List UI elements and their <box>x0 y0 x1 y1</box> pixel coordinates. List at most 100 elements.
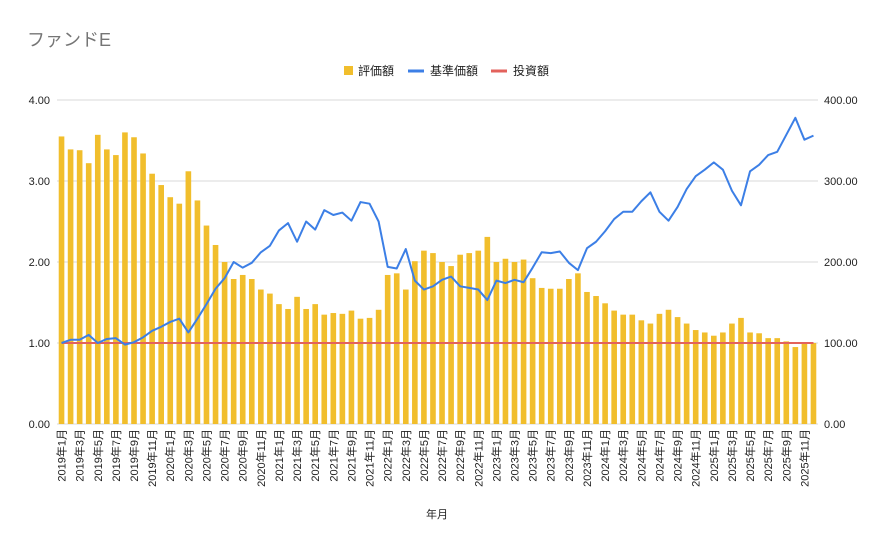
bar-valuation[interactable] <box>711 335 717 424</box>
bar-valuation[interactable] <box>538 287 545 424</box>
bar-valuation[interactable] <box>285 308 291 424</box>
x-tick-label: 2020年11月 <box>254 429 268 487</box>
x-tick-label: 2019年1月 <box>55 429 69 482</box>
bar-valuation[interactable] <box>502 258 509 424</box>
bar-valuation[interactable] <box>747 332 753 424</box>
chart-title: ファンドE <box>27 30 111 50</box>
x-tick-label: 2023年11月 <box>580 429 594 487</box>
bar-valuation[interactable] <box>85 163 92 424</box>
bar-valuation[interactable] <box>556 288 563 424</box>
bar-valuation[interactable] <box>330 313 337 424</box>
x-tick-label: 2019年9月 <box>127 429 141 482</box>
bar-valuation[interactable] <box>729 323 735 424</box>
bar-valuation[interactable] <box>774 338 781 424</box>
bar-valuation[interactable] <box>611 310 617 424</box>
x-tick-label: 2020年9月 <box>236 429 250 482</box>
x-tick-label: 2023年5月 <box>526 429 540 482</box>
bar-valuation[interactable] <box>104 149 110 424</box>
bar-valuation[interactable] <box>674 317 681 424</box>
bar-valuation[interactable] <box>76 150 83 424</box>
bar-valuation[interactable] <box>638 320 645 424</box>
bar-valuation[interactable] <box>348 310 355 424</box>
bar-valuation[interactable] <box>701 332 708 424</box>
x-tick-label: 2020年3月 <box>181 429 195 482</box>
bar-valuation[interactable] <box>629 314 636 424</box>
bar-valuation[interactable] <box>366 317 373 424</box>
bar-valuation[interactable] <box>131 137 137 424</box>
bar-valuation[interactable] <box>94 134 101 424</box>
y-left-tick-label: 3.00 <box>29 176 50 188</box>
bar-valuation[interactable] <box>792 347 799 424</box>
bar-valuation[interactable] <box>113 155 119 424</box>
bar-valuation[interactable] <box>375 309 382 424</box>
bar-valuation[interactable] <box>122 132 128 424</box>
bar-valuation[interactable] <box>167 197 174 424</box>
bar-valuation[interactable] <box>810 343 817 424</box>
bar-valuation[interactable] <box>448 266 454 424</box>
x-tick-label: 2020年7月 <box>218 429 232 482</box>
bar-valuation[interactable] <box>756 333 762 424</box>
x-tick-label: 2019年5月 <box>91 429 105 482</box>
bar-valuation[interactable] <box>566 279 572 424</box>
bar-valuation[interactable] <box>140 153 146 424</box>
bar-valuation[interactable] <box>720 332 726 424</box>
x-tick-label: 2025年7月 <box>761 429 775 482</box>
bar-valuation[interactable] <box>421 250 427 424</box>
x-tick-label: 2024年7月 <box>652 429 666 482</box>
bar-valuation[interactable] <box>294 296 300 424</box>
bar-valuation[interactable] <box>185 171 192 424</box>
bar-valuation[interactable] <box>692 330 699 424</box>
bar-valuation[interactable] <box>321 314 328 424</box>
bar-valuation[interactable] <box>765 338 771 424</box>
bar-valuation[interactable] <box>647 323 654 424</box>
bar-valuation[interactable] <box>683 323 690 424</box>
bar-valuation[interactable] <box>176 203 183 424</box>
bar-valuation[interactable] <box>158 185 164 424</box>
bar-valuation[interactable] <box>738 317 744 424</box>
bar-valuation[interactable] <box>357 318 364 424</box>
bar-valuation[interactable] <box>484 236 491 424</box>
bar-valuation[interactable] <box>584 291 590 424</box>
bar-valuation[interactable] <box>149 173 155 424</box>
bar-valuation[interactable] <box>393 273 400 424</box>
bar-valuation[interactable] <box>656 313 663 424</box>
legend-item-investment[interactable]: 投資額 <box>491 63 549 78</box>
bar-valuation[interactable] <box>312 304 319 424</box>
bar-valuation[interactable] <box>58 136 65 424</box>
bar-valuation[interactable] <box>339 313 346 424</box>
x-tick-label: 2019年11月 <box>145 429 159 487</box>
bar-valuation[interactable] <box>276 304 282 424</box>
bar-valuation[interactable] <box>575 273 581 424</box>
bar-valuation[interactable] <box>457 254 463 424</box>
legend-item-nav[interactable]: 基準価額 <box>408 63 478 78</box>
x-tick-label: 2022年9月 <box>453 429 467 482</box>
bar-valuation[interactable] <box>466 253 473 424</box>
x-tick-label: 2024年5月 <box>634 429 648 482</box>
bar-valuation[interactable] <box>303 308 309 424</box>
bar-valuation[interactable] <box>520 259 527 424</box>
bar-valuation[interactable] <box>203 225 210 424</box>
bar-valuation[interactable] <box>801 342 808 424</box>
bar-valuation[interactable] <box>529 278 536 424</box>
bar-valuation[interactable] <box>267 293 273 424</box>
bar-valuation[interactable] <box>384 274 391 424</box>
bar-valuation[interactable] <box>212 244 219 424</box>
legend-item-valuation[interactable]: 評価額 <box>344 63 394 78</box>
bar-valuation[interactable] <box>783 341 790 424</box>
bar-valuation[interactable] <box>402 289 409 424</box>
bar-valuation[interactable] <box>665 309 672 424</box>
y-right-tick-label: 200.00 <box>824 257 858 269</box>
bar-valuation[interactable] <box>258 289 264 424</box>
bar-valuation[interactable] <box>475 250 482 424</box>
bar-valuation[interactable] <box>602 303 608 424</box>
bar-valuation[interactable] <box>67 149 74 424</box>
bar-valuation[interactable] <box>620 314 627 424</box>
bar-valuation[interactable] <box>248 279 255 424</box>
bar-valuation[interactable] <box>430 253 436 424</box>
bar-valuation[interactable] <box>239 274 246 424</box>
line-nav[interactable] <box>61 116 814 346</box>
bar-valuation[interactable] <box>230 279 237 424</box>
bar-valuation[interactable] <box>194 200 201 424</box>
bar-valuation[interactable] <box>547 288 554 424</box>
bar-valuation[interactable] <box>593 296 599 424</box>
